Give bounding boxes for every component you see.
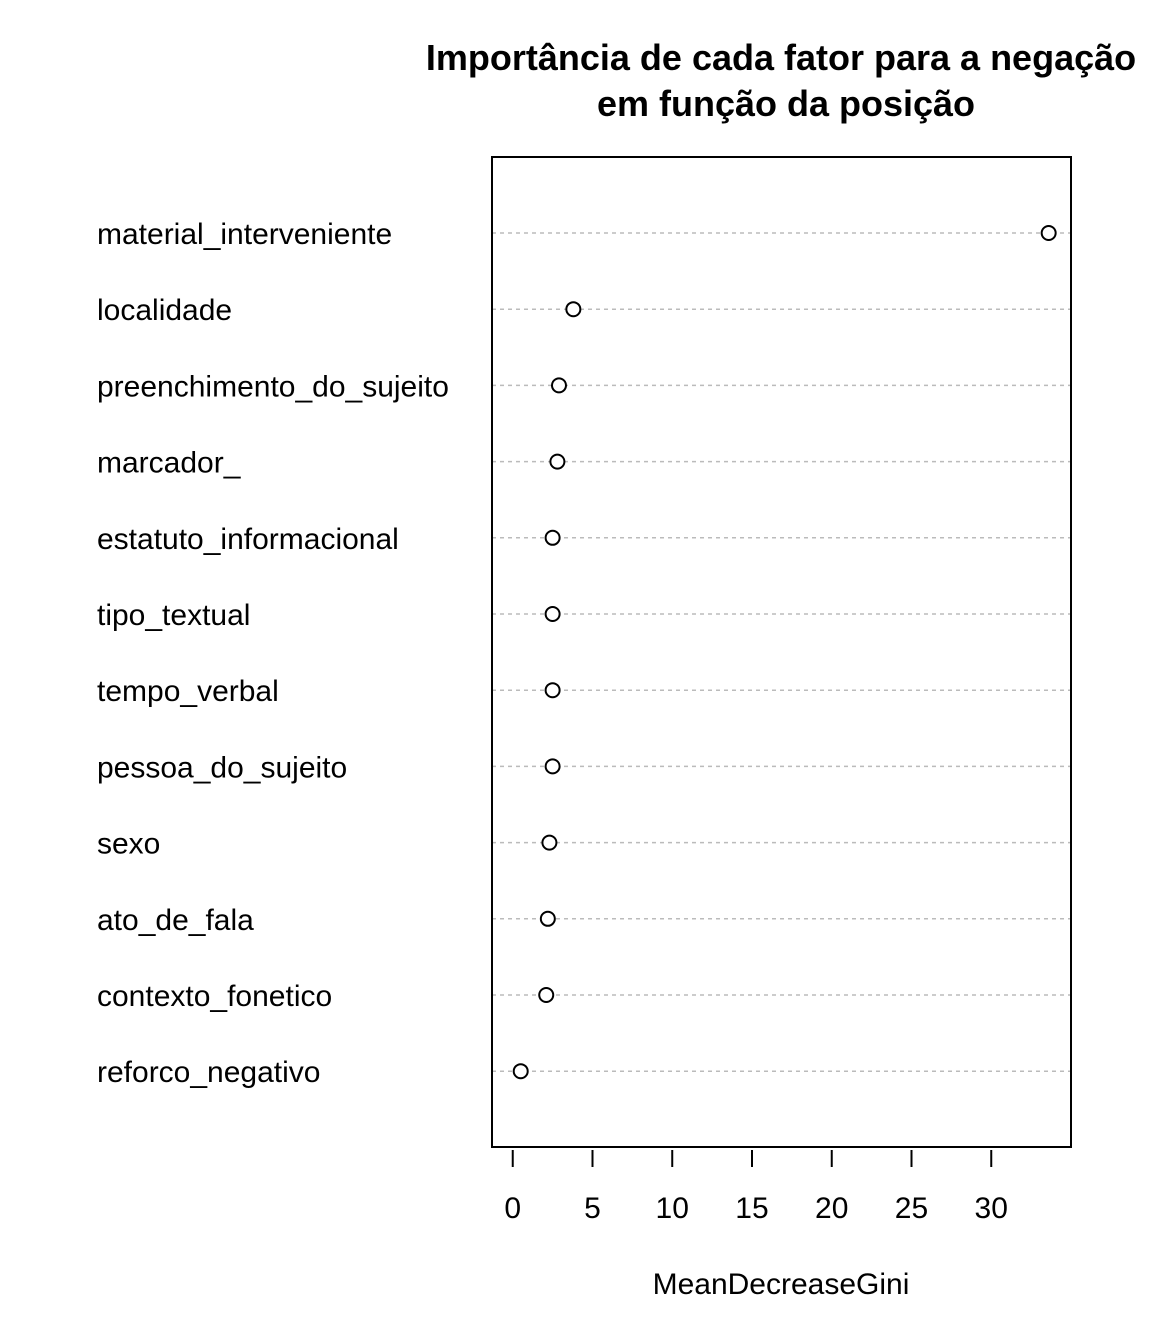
category-label: tempo_verbal [97,675,279,708]
x-tick-label: 15 [735,1192,768,1225]
category-label: material_interveniente [97,218,392,251]
x-tick-label: 10 [656,1192,689,1225]
category-label: preenchimento_do_sujeito [97,370,449,403]
x-axis-label: MeanDecreaseGini [653,1268,910,1301]
category-label: ato_de_fala [97,904,254,937]
x-tick-label: 30 [975,1192,1008,1225]
chart-title-line1: Importância de cada fator para a negação [426,37,1136,78]
category-label: reforco_negativo [97,1056,320,1089]
x-tick-label: 0 [504,1192,521,1225]
data-point [565,301,582,318]
x-tick-label: 5 [584,1192,601,1225]
data-point [549,453,566,470]
data-point [1040,225,1057,241]
category-label: localidade [97,294,232,327]
data-point [538,987,555,1003]
category-label: estatuto_informacional [97,523,399,556]
category-label: tipo_textual [97,599,250,632]
category-label: marcador_ [97,447,242,480]
category-labels: material_interveniente localidade preenchi… [97,218,449,1089]
data-point [544,529,561,546]
data-point [550,377,567,394]
data-point [539,910,556,927]
guide-lines [492,232,1071,1072]
chart-title-line2: em função da posição [597,83,975,124]
data-point [544,606,561,622]
x-tick-label: 20 [815,1192,848,1225]
data-point [512,1063,529,1080]
x-tick-label: 25 [895,1192,928,1225]
data-point [544,682,561,699]
category-label: pessoa_do_sujeito [97,751,347,784]
category-label: contexto_fonetico [97,980,332,1013]
data-point [544,758,561,775]
data-points [512,225,1057,1080]
data-point [541,834,558,851]
category-label: sexo [97,828,160,861]
x-axis: 0 5 10 15 20 25 30 [504,1146,1008,1225]
